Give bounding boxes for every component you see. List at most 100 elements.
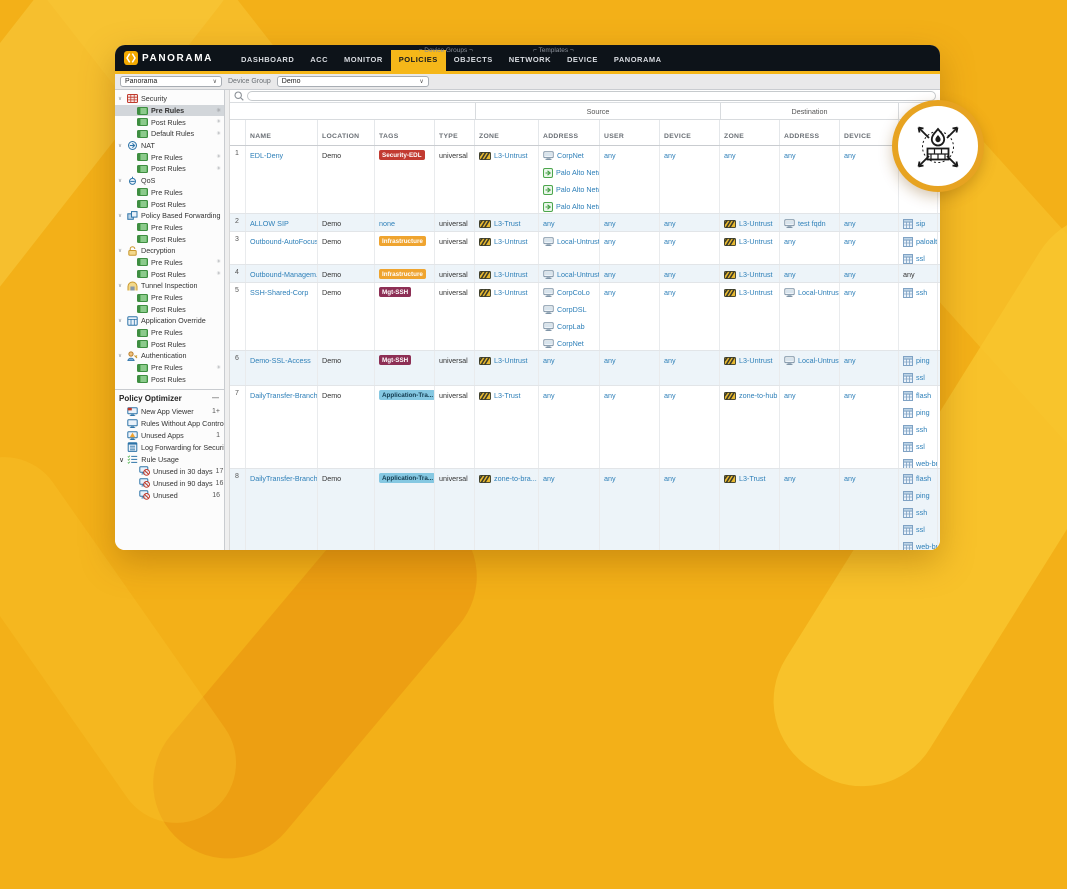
nav-tab-panorama[interactable]: PANORAMA — [613, 55, 662, 64]
cell-value[interactable]: any — [784, 391, 796, 400]
po-item-rule-usage[interactable]: ∨ Rule Usage — [115, 453, 224, 465]
tag-chip[interactable]: Security-EDL — [379, 150, 425, 160]
cell-value[interactable]: L3-Untrust — [739, 288, 773, 297]
chevron-down-icon[interactable]: ∨ — [118, 142, 123, 149]
column-header-location[interactable]: LOCATION — [318, 120, 375, 145]
sidebar-item-pre-rules[interactable]: Pre Rules ✳ — [115, 257, 224, 269]
rule-name-link[interactable]: DailyTransfer-Branch... — [250, 474, 317, 483]
cell-value[interactable]: ping — [916, 408, 930, 417]
cell-value[interactable]: L3-Trust — [494, 219, 521, 228]
cell-value[interactable]: L3-Untrust — [494, 237, 528, 246]
chevron-down-icon[interactable]: ∨ — [118, 317, 123, 324]
cell-value[interactable]: Palo Alto Netw... — [556, 168, 599, 177]
rule-row[interactable]: 4 Outbound-Managem... Demo Infrastructure un… — [230, 265, 940, 283]
cell-value[interactable]: any — [604, 237, 616, 246]
cell-value[interactable]: ssl — [916, 254, 925, 263]
nav-tab-network[interactable]: NETWORK — [508, 55, 551, 64]
cell-value[interactable]: any — [784, 474, 796, 483]
nav-tab-objects[interactable]: OBJECTS — [453, 55, 493, 64]
cell-value[interactable]: any — [844, 474, 856, 483]
cell-value[interactable]: any — [543, 474, 555, 483]
cell-value[interactable]: any — [543, 356, 555, 365]
cell-value[interactable]: any — [664, 356, 676, 365]
sidebar-item-default-rules[interactable]: Default Rules ✳ — [115, 128, 224, 140]
rule-row[interactable]: 3 Outbound-AutoFocus Demo Infrastructure uni… — [230, 232, 940, 265]
nav-tab-policies[interactable]: POLICIES — [390, 50, 446, 71]
sidebar-item-post-rules[interactable]: Post Rules — [115, 198, 224, 210]
cell-value[interactable]: L3-Untrust — [739, 270, 773, 279]
cell-value[interactable]: L3-Trust — [494, 391, 521, 400]
cell-value[interactable]: any — [844, 288, 856, 297]
cell-value[interactable]: test fqdn — [798, 219, 826, 228]
sidebar-item-pre-rules[interactable]: Pre Rules ✳ — [115, 362, 224, 374]
po-item-unused-in-90-days[interactable]: Unused in 90 days 16 — [115, 477, 224, 489]
cell-value[interactable]: ssh — [916, 288, 928, 297]
po-item-log-forwarding-for-security-ser[interactable]: Log Forwarding for Security Ser — [115, 441, 224, 453]
po-item-new-app-viewer[interactable]: New App Viewer 1+ — [115, 405, 224, 417]
sidebar-item-post-rules[interactable]: Post Rules — [115, 233, 224, 245]
cell-value[interactable]: any — [724, 151, 736, 160]
cell-value[interactable]: any — [784, 151, 796, 160]
cell-value[interactable]: any — [844, 237, 856, 246]
cell-value[interactable]: any — [543, 391, 555, 400]
cell-value[interactable]: zone-to-hub — [739, 391, 778, 400]
rule-name-link[interactable]: ALLOW SIP — [250, 219, 289, 228]
rule-name-link[interactable]: DailyTransfer-Branch... — [250, 391, 317, 400]
cell-value[interactable]: L3-Untrust — [494, 356, 528, 365]
cell-value[interactable]: CorpNet — [557, 151, 584, 160]
device-group-select[interactable]: Demo ∨ — [276, 76, 429, 87]
cell-value[interactable]: CorpDSL — [557, 305, 587, 314]
column-header-tags[interactable]: TAGS — [375, 120, 435, 145]
po-item-unused[interactable]: Unused 16 — [115, 489, 224, 501]
rule-name-link[interactable]: SSH-Shared-Corp — [250, 288, 309, 297]
rule-row[interactable]: 8 DailyTransfer-Branch... Demo Application-… — [230, 469, 940, 550]
chevron-down-icon[interactable]: ∨ — [118, 282, 123, 289]
tag-chip[interactable]: Mgt-SSH — [379, 287, 412, 297]
collapse-icon[interactable]: — — [212, 395, 219, 403]
tag-chip[interactable]: Infrastructure — [379, 269, 426, 279]
column-header-zone[interactable]: ZONE — [720, 120, 780, 145]
tag-chip[interactable]: Infrastructure — [379, 236, 426, 246]
cell-value[interactable]: any — [664, 237, 676, 246]
cell-value[interactable]: web-br... — [916, 542, 937, 550]
context-select[interactable]: Panorama ∨ — [120, 76, 222, 87]
nav-tab-monitor[interactable]: MONITOR — [344, 55, 383, 64]
sidebar-node-decryption[interactable]: ∨ Decryption — [115, 245, 224, 257]
chevron-down-icon[interactable]: ∨ — [119, 454, 125, 464]
cell-value[interactable]: ssh — [916, 508, 928, 517]
cell-value[interactable]: sip — [916, 219, 926, 228]
cell-value[interactable]: Local-Untrust — [557, 237, 599, 246]
cell-value[interactable]: flash — [916, 391, 932, 400]
cell-value[interactable]: L3-Untrust — [494, 151, 528, 160]
rule-row[interactable]: 7 DailyTransfer-Branch... Demo Application-… — [230, 386, 940, 469]
rule-name-link[interactable]: Outbound-AutoFocus — [250, 237, 317, 246]
tag-chip[interactable]: Application-Tra... — [379, 473, 434, 483]
sidebar-item-pre-rules[interactable]: Pre Rules — [115, 327, 224, 339]
cell-value[interactable]: ssl — [916, 373, 925, 382]
cell-value[interactable]: any — [784, 237, 796, 246]
sidebar-item-pre-rules[interactable]: Pre Rules ✳ — [115, 104, 224, 117]
cell-value[interactable]: L3-Untrust — [494, 270, 528, 279]
sidebar-node-authentication[interactable]: ∨ Authentication — [115, 350, 224, 362]
chevron-down-icon[interactable]: ∨ — [118, 177, 123, 184]
nav-tab-device[interactable]: DEVICE — [566, 55, 598, 64]
cell-value[interactable]: any — [604, 474, 616, 483]
search-input[interactable] — [247, 91, 936, 101]
chevron-down-icon[interactable]: ∨ — [118, 212, 123, 219]
cell-value[interactable]: zone-to-bra... — [494, 474, 537, 483]
cell-value[interactable]: CorpLab — [557, 322, 585, 331]
cell-value[interactable]: CorpNet — [557, 339, 584, 348]
cell-value[interactable]: Palo Alto Netw... — [556, 185, 599, 194]
cell-value[interactable]: L3-Trust — [739, 474, 766, 483]
sidebar-node-qos[interactable]: ∨ QoS — [115, 175, 224, 187]
rule-name-link[interactable]: EDL-Deny — [250, 151, 284, 160]
column-header-name[interactable]: NAME — [246, 120, 318, 145]
sidebar-item-pre-rules[interactable]: Pre Rules — [115, 187, 224, 199]
sidebar-node-nat[interactable]: ∨ NAT — [115, 140, 224, 152]
cell-value[interactable]: any — [664, 151, 676, 160]
cell-value[interactable]: any — [664, 474, 676, 483]
sidebar-item-post-rules[interactable]: Post Rules ✳ — [115, 116, 224, 128]
sidebar-node-policy-based-forwarding[interactable]: ∨ Policy Based Forwarding — [115, 210, 224, 222]
cell-value[interactable]: L3-Untrust — [739, 237, 773, 246]
rule-row[interactable]: 2 ALLOW SIP Demo none universal L3-Trust any an… — [230, 214, 940, 232]
